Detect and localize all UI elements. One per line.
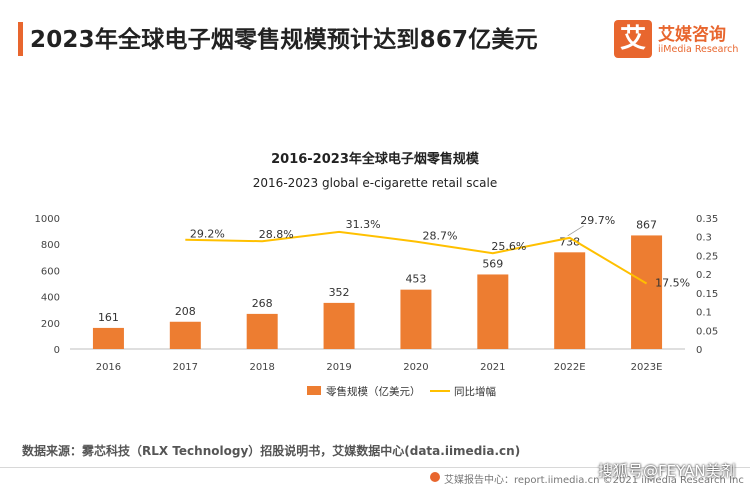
growth-value-label: 28.8% [259, 228, 294, 241]
bar [554, 252, 586, 349]
x-tick-label: 2019 [326, 362, 351, 373]
footer-divider [0, 467, 750, 468]
bar [400, 289, 432, 349]
y-left-tick-label: 600 [41, 266, 60, 277]
x-tick-label: 2021 [480, 362, 505, 373]
bar [169, 321, 201, 349]
bar-value-label: 352 [329, 286, 350, 299]
page-title: 2023年全球电子烟零售规模预计达到867亿美元 [30, 27, 538, 53]
bar [323, 302, 355, 349]
bar-value-label: 268 [252, 297, 273, 310]
y-right-tick-label: 0.2 [696, 270, 712, 281]
bar [631, 235, 663, 349]
y-right-tick-label: 0.3 [696, 233, 712, 244]
y-left-tick-label: 800 [41, 240, 60, 251]
growth-line [185, 230, 648, 285]
bar-value-label: 161 [98, 311, 119, 324]
growth-label-leader [567, 225, 584, 237]
x-tick-label: 2017 [173, 362, 198, 373]
title-accent-bar [18, 22, 23, 56]
bar-value-label: 569 [482, 257, 503, 270]
y-right-tick-label: 0.15 [696, 289, 718, 300]
y-left-tick-label: 200 [41, 319, 60, 330]
y-right-tick-label: 0.05 [696, 326, 718, 337]
x-tick-label: 2016 [96, 362, 121, 373]
y-right-tick-label: 0.35 [696, 214, 718, 225]
y-right-tick-label: 0.1 [696, 308, 712, 319]
data-source-note: 数据来源：雾芯科技（RLX Technology）招股说明书，艾媒数据中心(da… [22, 444, 521, 458]
watermark: 搜狐号@FEYAN美剂 [598, 462, 736, 480]
x-tick-label: 2020 [403, 362, 428, 373]
logo-mark: 艾 [614, 20, 652, 58]
legend-line-label: 同比增幅 [454, 385, 496, 398]
x-tick-label: 2018 [249, 362, 274, 373]
footer-logo-icon [430, 472, 440, 482]
growth-value-label: 29.2% [190, 228, 225, 241]
y-left-tick-label: 0 [54, 345, 60, 356]
y-right-tick-label: 0.25 [696, 251, 718, 262]
legend-bar-label: 零售规模（亿美元） [326, 385, 421, 398]
bar [246, 313, 278, 349]
logo-name-en: iiMedia Research [658, 44, 739, 55]
bar-value-label: 867 [636, 218, 657, 231]
y-right-tick-label: 0 [696, 345, 702, 356]
chart-subtitle: 2016-2023 global e-cigarette retail scal… [253, 176, 497, 190]
x-tick-label: 2023E [631, 362, 663, 373]
growth-value-label: 28.7% [422, 230, 457, 243]
growth-value-label: 17.5% [655, 277, 690, 290]
brand-logo: 艾 艾媒咨询 iiMedia Research [614, 20, 742, 58]
x-tick-label: 2022E [554, 362, 586, 373]
bar [477, 274, 509, 349]
bar-value-label: 453 [405, 273, 426, 286]
logo-name-cn: 艾媒咨询 [658, 25, 726, 45]
footer-text: 艾媒报告中心：report.iimedia.cn ©2021 iiMedia R… [444, 475, 744, 486]
bar-value-label: 208 [175, 305, 196, 318]
y-left-tick-label: 1000 [35, 214, 60, 225]
y-left-tick-label: 400 [41, 293, 60, 304]
legend-bar-swatch [307, 386, 321, 395]
chart-title: 2016-2023年全球电子烟零售规模 [271, 151, 480, 167]
growth-value-label: 29.7% [580, 214, 615, 227]
growth-value-label: 25.6% [491, 240, 526, 253]
growth-value-label: 31.3% [346, 218, 381, 231]
bar [92, 327, 124, 349]
